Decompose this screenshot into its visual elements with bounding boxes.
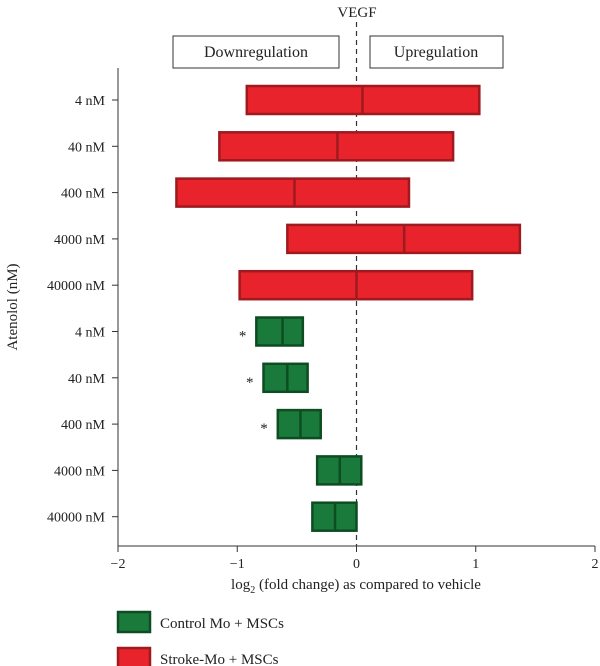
category-label-control-2: 400 nM (61, 418, 106, 433)
legend: Control Mo + MSCs Stroke-Mo + MSCs (116, 610, 284, 666)
category-label-control-4: 40000 nM (47, 511, 106, 526)
chart-title: VEGF (337, 5, 376, 21)
x-ticks: −2 −1 0 1 2 (111, 546, 599, 572)
significance-star-control-0: * (239, 329, 247, 345)
significance-star-control-1: * (246, 375, 254, 391)
legend-label-control: Control Mo + MSCs (160, 616, 284, 632)
x-axis-title-suffix: (fold change) as compared to vehicle (255, 577, 481, 593)
category-label-stroke-3: 4000 nM (54, 233, 106, 248)
x-tick-label-2: 0 (353, 557, 360, 572)
x-tick-label-1: −1 (230, 557, 245, 572)
category-label-stroke-1: 40 nM (68, 140, 106, 155)
x-tick-label-0: −2 (111, 557, 126, 572)
category-label-stroke-0: 4 nM (75, 94, 106, 109)
legend-swatch-control (116, 610, 152, 634)
bar-control-0 (255, 316, 305, 347)
upregulation-label: Upregulation (394, 44, 478, 61)
y-axis-title: Atenolol (nM) (5, 263, 21, 350)
region-labels: Downregulation Upregulation (172, 35, 504, 69)
bar-stroke-2 (175, 177, 411, 208)
category-label-control-0: 4 nM (75, 326, 106, 341)
x-axis-title-subscript: 2 (250, 585, 255, 596)
bars: * * * (175, 84, 522, 532)
x-axis-title: log2 (fold change) as compared to vehicl… (231, 577, 481, 596)
bar-control-1 (262, 362, 309, 394)
category-label-control-1: 40 nM (68, 372, 106, 387)
downregulation-label: Downregulation (204, 44, 308, 61)
legend-swatch-stroke (116, 646, 152, 666)
legend-label-stroke: Stroke-Mo + MSCs (160, 652, 279, 666)
downregulation-box (172, 35, 340, 69)
category-label-stroke-4: 40000 nM (47, 279, 106, 294)
x-axis-title-prefix: log (231, 577, 251, 593)
x-tick-label-4: 2 (592, 557, 599, 572)
significance-star-control-2: * (260, 421, 268, 437)
category-labels: 4 nM 40 nM 400 nM 4000 nM 40000 nM 4 nM 40 nM 4… (47, 94, 118, 526)
category-label-stroke-2: 400 nM (61, 187, 106, 202)
x-tick-label-3: 1 (472, 557, 479, 572)
category-label-control-3: 4000 nM (54, 464, 106, 479)
upregulation-box (369, 35, 504, 69)
